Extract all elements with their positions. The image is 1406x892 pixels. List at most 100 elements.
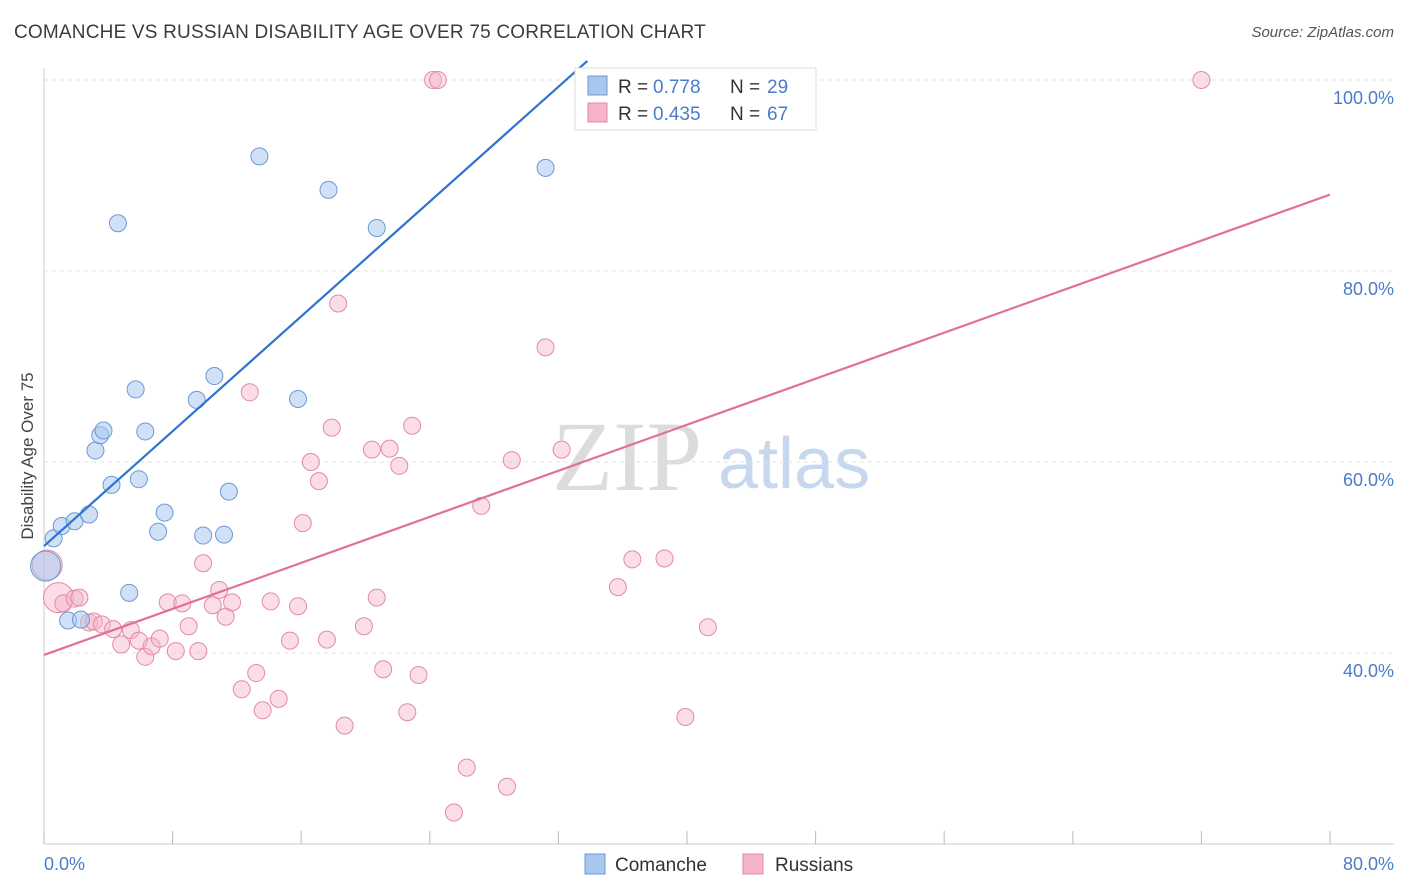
comanche-point[interactable] bbox=[129, 470, 148, 489]
comanche-n-label: N = bbox=[730, 77, 760, 98]
russians-r-label: R = bbox=[618, 104, 648, 125]
russians-point[interactable] bbox=[623, 550, 642, 569]
russians-point[interactable] bbox=[536, 338, 555, 357]
comanche-point[interactable] bbox=[536, 158, 555, 177]
comanche-point[interactable] bbox=[288, 389, 307, 408]
russians-point[interactable] bbox=[497, 777, 516, 796]
russians-point[interactable] bbox=[335, 716, 354, 735]
comanche-point[interactable] bbox=[126, 380, 145, 399]
stats-legend-box bbox=[574, 67, 817, 131]
comanche-point[interactable] bbox=[120, 583, 139, 602]
legend-comanche-label[interactable]: Comanche bbox=[615, 855, 707, 876]
russians-point[interactable] bbox=[136, 647, 155, 666]
y-tick-labels: 100.0% 80.0% 60.0% 40.0% bbox=[1333, 88, 1394, 681]
comanche-point[interactable] bbox=[250, 147, 269, 166]
comanche-point[interactable] bbox=[319, 180, 338, 199]
comanche-point[interactable] bbox=[94, 421, 113, 440]
russians-point[interactable] bbox=[1192, 71, 1211, 89]
russians-point[interactable] bbox=[608, 578, 627, 597]
comanche-point[interactable] bbox=[219, 482, 238, 501]
russians-point[interactable] bbox=[367, 588, 386, 607]
russians-point[interactable] bbox=[655, 549, 674, 568]
russians-point[interactable] bbox=[92, 615, 111, 634]
russians-point[interactable] bbox=[409, 665, 428, 684]
russians-point[interactable] bbox=[189, 642, 208, 661]
trend-lines bbox=[43, 60, 1331, 656]
russians-swatch bbox=[587, 102, 608, 123]
comanche-points bbox=[30, 71, 595, 630]
russians-r-value: 0.435 bbox=[653, 104, 701, 125]
comanche-point[interactable] bbox=[367, 219, 386, 238]
comanche-point[interactable] bbox=[136, 422, 155, 441]
russians-point[interactable] bbox=[403, 416, 422, 435]
russians-point[interactable] bbox=[280, 631, 299, 650]
russians-point[interactable] bbox=[428, 71, 447, 89]
russians-point[interactable] bbox=[54, 594, 73, 613]
russians-point[interactable] bbox=[398, 703, 417, 722]
russians-n-value: 67 bbox=[767, 104, 788, 125]
comanche-point[interactable] bbox=[71, 610, 90, 629]
russians-point[interactable] bbox=[444, 803, 463, 822]
legend-russians-label[interactable]: Russians bbox=[775, 855, 853, 876]
russians-n-label: N = bbox=[730, 104, 760, 125]
russians-point[interactable] bbox=[247, 664, 266, 683]
y-tick-label: 40.0% bbox=[1343, 661, 1394, 681]
russians-point[interactable] bbox=[502, 451, 521, 470]
y-axis-label: Disability Age Over 75 bbox=[18, 372, 37, 539]
comanche-point[interactable] bbox=[155, 503, 174, 522]
russians-point[interactable] bbox=[380, 439, 399, 458]
russians-point[interactable] bbox=[317, 630, 336, 649]
comanche-point[interactable] bbox=[187, 390, 206, 409]
russians-point[interactable] bbox=[166, 642, 185, 661]
comanche-trend-line bbox=[43, 60, 589, 547]
russians-point[interactable] bbox=[424, 71, 443, 89]
legend-comanche-swatch[interactable] bbox=[584, 853, 606, 875]
russians-point[interactable] bbox=[676, 707, 695, 726]
russians-point[interactable] bbox=[70, 588, 89, 607]
russians-point[interactable] bbox=[293, 514, 312, 533]
russians-point[interactable] bbox=[362, 440, 381, 459]
russians-point[interactable] bbox=[552, 440, 571, 459]
russians-point[interactable] bbox=[354, 617, 373, 636]
russians-point[interactable] bbox=[329, 294, 348, 313]
comanche-point[interactable] bbox=[86, 441, 105, 460]
russians-point[interactable] bbox=[203, 596, 222, 615]
russians-point[interactable] bbox=[232, 680, 251, 699]
y-tick-label: 80.0% bbox=[1343, 279, 1394, 299]
x-tick-label-min: 0.0% bbox=[44, 854, 85, 874]
comanche-point[interactable] bbox=[194, 526, 213, 545]
legend-russians-swatch[interactable] bbox=[742, 853, 764, 875]
comanche-swatch bbox=[587, 75, 608, 96]
russians-point[interactable] bbox=[288, 597, 307, 616]
russians-point[interactable] bbox=[223, 593, 242, 612]
watermark-zip: ZIP bbox=[552, 401, 702, 512]
russians-point[interactable] bbox=[698, 618, 717, 637]
comanche-point[interactable] bbox=[30, 550, 62, 582]
comanche-point[interactable] bbox=[205, 367, 224, 386]
russians-point[interactable] bbox=[42, 582, 74, 614]
x-tick-label-max: 80.0% bbox=[1343, 854, 1394, 874]
russians-point[interactable] bbox=[112, 635, 131, 654]
russians-point[interactable] bbox=[390, 456, 409, 475]
russians-point[interactable] bbox=[322, 418, 341, 437]
russians-point[interactable] bbox=[240, 383, 259, 402]
russians-trend-line bbox=[43, 193, 1331, 656]
comanche-point[interactable] bbox=[215, 525, 234, 544]
russians-point[interactable] bbox=[309, 472, 328, 491]
russians-point[interactable] bbox=[179, 617, 198, 636]
russians-point[interactable] bbox=[269, 689, 288, 708]
russians-point[interactable] bbox=[253, 701, 272, 720]
russians-point[interactable] bbox=[261, 592, 280, 611]
russians-point[interactable] bbox=[150, 629, 169, 648]
comanche-point[interactable] bbox=[80, 505, 99, 524]
russians-point[interactable] bbox=[194, 554, 213, 573]
russians-point[interactable] bbox=[374, 660, 393, 679]
comanche-point[interactable] bbox=[108, 214, 127, 233]
russians-points bbox=[31, 71, 1211, 822]
russians-point[interactable] bbox=[457, 758, 476, 777]
comanche-point[interactable] bbox=[149, 522, 168, 541]
russians-point[interactable] bbox=[301, 453, 320, 471]
watermark-atlas: atlas bbox=[718, 424, 870, 504]
stats-legend: R = 0.778 N = 29 R = 0.435 N = 67 bbox=[574, 67, 817, 131]
chart-title: COMANCHE VS RUSSIAN DISABILITY AGE OVER … bbox=[14, 22, 706, 43]
